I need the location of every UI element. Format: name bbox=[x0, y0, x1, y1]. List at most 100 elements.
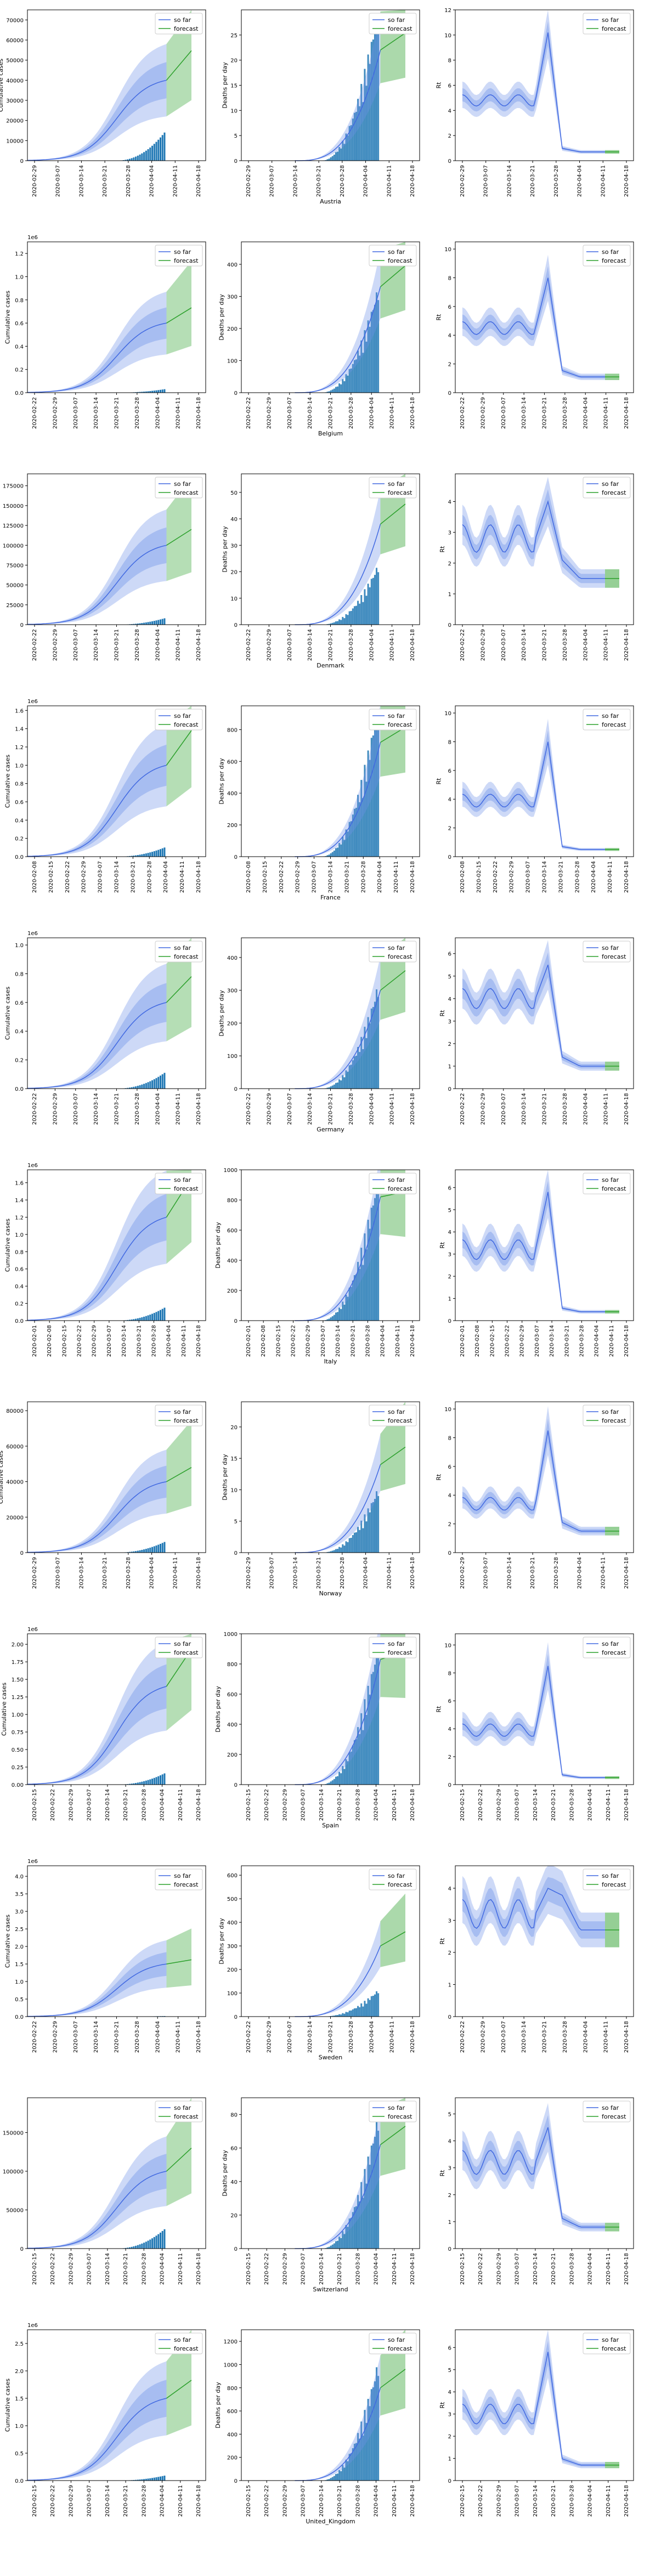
deaths-9-frame bbox=[241, 2097, 420, 2249]
deaths-bar bbox=[350, 2010, 352, 2017]
deaths-bar bbox=[348, 1287, 351, 1321]
cases-10-xtick-label: 2020-02-29 bbox=[68, 2485, 74, 2517]
rt-1-xtick-label: 2020-03-07 bbox=[501, 397, 507, 429]
deaths-bar bbox=[338, 619, 341, 625]
rt-6-xtick-label: 2020-03-28 bbox=[553, 1557, 559, 1589]
rt-7-ytick-label: 10 bbox=[444, 1643, 451, 1649]
deaths-bar bbox=[352, 608, 354, 625]
cases-bar bbox=[161, 619, 163, 625]
deaths-2-ytick-label: 40 bbox=[230, 517, 238, 523]
cases-7-ytick-label: 0.75 bbox=[12, 1730, 24, 1736]
cases-bar bbox=[157, 620, 160, 625]
rt-7-ytick-label: 2 bbox=[448, 1754, 451, 1760]
deaths-bar bbox=[338, 2470, 341, 2481]
rt-3-ytick-label: 8 bbox=[448, 739, 451, 745]
deaths-ci bbox=[295, 955, 381, 1089]
deaths-bar bbox=[360, 1037, 363, 1089]
deaths-7-frame bbox=[241, 1633, 420, 1785]
deaths-ci bbox=[295, 1634, 381, 1785]
deaths-9-legend-so-far: so far bbox=[388, 2104, 405, 2111]
deaths-bar bbox=[377, 721, 380, 857]
cases-bar bbox=[157, 139, 160, 161]
deaths-10-xtick-label: 2020-04-18 bbox=[410, 2485, 416, 2517]
deaths-bar bbox=[364, 2001, 366, 2017]
deaths-bar bbox=[325, 160, 327, 161]
deaths-bar bbox=[333, 1315, 335, 1321]
cases-bar bbox=[137, 1318, 139, 1321]
cases-bar bbox=[133, 1319, 135, 1321]
deaths-8-ytick-label: 0 bbox=[234, 2014, 238, 2020]
cases-bar bbox=[133, 1551, 135, 1553]
deaths-2-xtick-label: 2020-04-11 bbox=[389, 629, 395, 661]
cases-bar bbox=[163, 618, 166, 625]
rt-9-legend-forecast: forecast bbox=[602, 2113, 626, 2120]
rt-9-ytick-label: 1 bbox=[448, 2220, 451, 2226]
cases-forecast-band bbox=[166, 477, 191, 581]
deaths-7-ytick-label: 0 bbox=[234, 1782, 238, 1788]
deaths-bar bbox=[330, 2015, 332, 2017]
deaths-9-xtick-label: 2020-03-28 bbox=[355, 2253, 361, 2285]
deaths-bar bbox=[355, 1739, 357, 1785]
deaths-bar bbox=[377, 25, 380, 161]
deaths-bar bbox=[330, 1781, 332, 1785]
cases-ci-outer bbox=[27, 292, 167, 393]
deaths-bar bbox=[337, 1082, 339, 1089]
cases-bar bbox=[161, 2230, 163, 2249]
deaths-bar bbox=[367, 1017, 369, 1089]
rt-ci-inner bbox=[462, 266, 605, 379]
rt-1-ytick-label: 10 bbox=[444, 247, 451, 253]
cases-9-xtick-label: 2020-02-22 bbox=[50, 2253, 56, 2285]
deaths-10-legend-so-far: so far bbox=[388, 2336, 405, 2343]
rt-10-xtick-label: 2020-02-22 bbox=[478, 2485, 484, 2517]
deaths-2-ytick-label: 0 bbox=[234, 622, 238, 629]
deaths-bar bbox=[340, 2238, 342, 2249]
cases-ci-inner bbox=[27, 62, 167, 161]
deaths-bar bbox=[357, 601, 359, 625]
rt-6-xtick-label: 2020-03-14 bbox=[506, 1557, 512, 1589]
cases-bar bbox=[149, 1081, 151, 1089]
cases-bar bbox=[131, 856, 133, 857]
deaths-ci bbox=[295, 250, 381, 393]
cases-8-ytick-label: 0.0 bbox=[15, 2014, 24, 2020]
cases-3-legend-so-far: so far bbox=[174, 712, 191, 720]
cases-bar bbox=[143, 1316, 145, 1321]
rt-2-ytick-label: 4 bbox=[448, 500, 451, 506]
deaths-bar bbox=[353, 1275, 355, 1321]
cases-bar bbox=[141, 153, 143, 161]
deaths-bar bbox=[355, 111, 357, 161]
deaths-10-xtick-label: 2020-02-15 bbox=[246, 2485, 252, 2517]
rt-3-ytick-label: 6 bbox=[448, 768, 451, 774]
deaths-1-xtick-label: 2020-03-28 bbox=[348, 397, 354, 429]
cases-0-xtick-label: 2020-04-11 bbox=[172, 165, 178, 197]
cases-ci-inner bbox=[27, 983, 167, 1089]
deaths-bar bbox=[362, 1049, 364, 1089]
cases-4-xtick-label: 2020-03-28 bbox=[134, 1093, 140, 1125]
cases-5-legend-so-far: so far bbox=[174, 1176, 191, 1184]
cases-4-ytick-label: 0.2 bbox=[15, 1058, 24, 1064]
cases-10-xtick-label: 2020-04-18 bbox=[196, 2485, 202, 2517]
rt-5-ytick-label: 0 bbox=[448, 1318, 451, 1324]
rt-8-legend-so-far: so far bbox=[602, 1872, 619, 1879]
deaths-0-ytick-label: 20 bbox=[230, 58, 238, 64]
rt-8-xtick-label: 2020-03-07 bbox=[501, 2021, 507, 2053]
cases-5-ytick-label: 0.6 bbox=[15, 1267, 24, 1273]
deaths-bar bbox=[330, 390, 332, 393]
deaths-bar bbox=[364, 765, 366, 857]
deaths-8-ytick-label: 500 bbox=[227, 1896, 238, 1903]
deaths-3-xtick-label: 2020-03-14 bbox=[328, 861, 334, 893]
rt-3-ytick-label: 0 bbox=[448, 854, 451, 860]
deaths-10-xtick-label: 2020-04-11 bbox=[392, 2485, 398, 2517]
deaths-bar bbox=[337, 1549, 339, 1553]
deaths-bar bbox=[376, 568, 378, 625]
deaths-8-xtick-label: 2020-04-11 bbox=[389, 2021, 395, 2053]
cases-bar bbox=[157, 1311, 160, 1321]
deaths-5-xtick-label: 2020-03-28 bbox=[365, 1325, 371, 1357]
deaths-bar bbox=[343, 1077, 346, 1089]
cases-7-ytick-label: 0.50 bbox=[12, 1747, 24, 1753]
deaths-10-ytick-label: 1000 bbox=[224, 2362, 238, 2368]
rt-9-xtick-label: 2020-02-15 bbox=[460, 2253, 466, 2285]
cases-bar bbox=[133, 157, 135, 161]
deaths-bar bbox=[374, 2381, 376, 2481]
deaths-10-xtick-label: 2020-04-04 bbox=[374, 2485, 380, 2517]
cases-bar bbox=[163, 1773, 166, 1785]
